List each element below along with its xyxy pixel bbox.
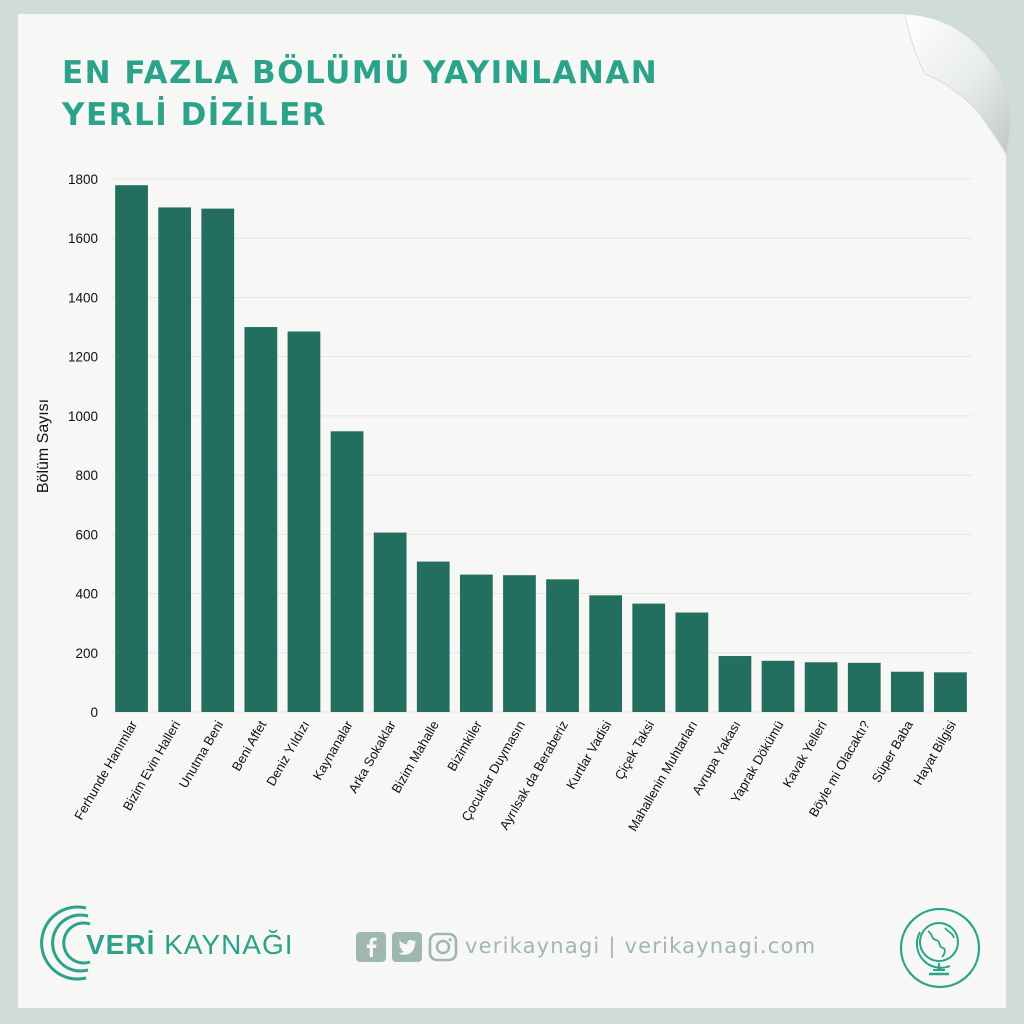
bars bbox=[115, 185, 967, 713]
y-tick-label: 1200 bbox=[68, 350, 98, 365]
bar bbox=[287, 331, 321, 712]
bar bbox=[373, 532, 407, 712]
brand-bold: VERİ bbox=[86, 929, 156, 960]
bar bbox=[804, 662, 838, 712]
bar bbox=[675, 612, 709, 712]
bar bbox=[503, 575, 536, 712]
veri-kaynagi-logo-icon bbox=[40, 905, 91, 981]
facebook-icon[interactable] bbox=[356, 932, 386, 962]
grid-lines bbox=[110, 178, 972, 713]
bar bbox=[934, 672, 967, 712]
y-tick-label: 800 bbox=[75, 468, 98, 483]
bar bbox=[201, 208, 235, 712]
bar bbox=[589, 595, 623, 712]
y-axis-label: Bölüm Sayısı bbox=[35, 399, 52, 493]
x-tick-label: Hayat Bilgisi bbox=[910, 718, 959, 788]
y-tick-label: 1000 bbox=[68, 409, 98, 424]
bar bbox=[244, 327, 278, 712]
y-tick-label: 600 bbox=[75, 527, 98, 542]
globe-icon bbox=[899, 907, 981, 989]
x-tick-label: Kavak Yelleri bbox=[780, 718, 830, 790]
twitter-icon[interactable] bbox=[392, 932, 422, 962]
social-handle-text[interactable]: verikaynagi | verikaynagi.com bbox=[465, 934, 817, 958]
bar bbox=[546, 579, 579, 712]
y-tick-label: 400 bbox=[75, 587, 98, 602]
x-tick-label: Bizim Mahalle bbox=[388, 718, 441, 796]
page-title: EN FAZLA BÖLÜMÜ YAYINLANAN YERLİ DİZİLER bbox=[62, 52, 658, 136]
y-tick-label: 0 bbox=[90, 705, 98, 720]
title-line-2: YERLİ DİZİLER bbox=[62, 97, 328, 133]
bar bbox=[158, 207, 192, 712]
bar bbox=[890, 671, 924, 712]
y-tick-label: 1600 bbox=[68, 231, 98, 246]
instagram-icon[interactable] bbox=[428, 932, 458, 962]
bar bbox=[115, 185, 148, 713]
x-tick-label: Unutma Beni bbox=[176, 718, 227, 791]
x-tick-label: Kurtlar Vadisi bbox=[563, 718, 614, 792]
x-tick-label: Çiçek Taksi bbox=[612, 718, 658, 782]
bar bbox=[761, 660, 795, 712]
y-tick-label: 200 bbox=[75, 646, 98, 661]
bar bbox=[847, 662, 881, 712]
bar bbox=[632, 603, 666, 712]
title-line-1: EN FAZLA BÖLÜMÜ YAYINLANAN bbox=[62, 55, 659, 91]
x-tick-label: Beni Affet bbox=[229, 718, 270, 774]
bar bbox=[718, 656, 752, 712]
y-axis-ticks: 0 200 400 600 800 1000 1200 1400 1600 1800 bbox=[68, 172, 98, 720]
x-tick-label: Bizimkiler bbox=[444, 717, 485, 773]
brand-name: VERİ KAYNAĞI bbox=[86, 929, 294, 961]
x-tick-label: Kaynanalar bbox=[310, 717, 356, 782]
bar bbox=[459, 574, 493, 712]
x-tick-label: Süper Baba bbox=[869, 717, 917, 785]
bar-chart: 0 200 400 600 800 1000 1200 1400 1600 1800 Ferhun… bbox=[35, 172, 972, 834]
x-tick-label: Deniz Yıldızı bbox=[263, 718, 312, 789]
social-icons bbox=[356, 932, 458, 962]
y-tick-label: 1400 bbox=[68, 290, 98, 305]
bar bbox=[416, 561, 450, 712]
y-tick-label: 1800 bbox=[68, 172, 98, 187]
bar bbox=[330, 431, 364, 712]
brand-light: KAYNAĞI bbox=[155, 929, 294, 960]
